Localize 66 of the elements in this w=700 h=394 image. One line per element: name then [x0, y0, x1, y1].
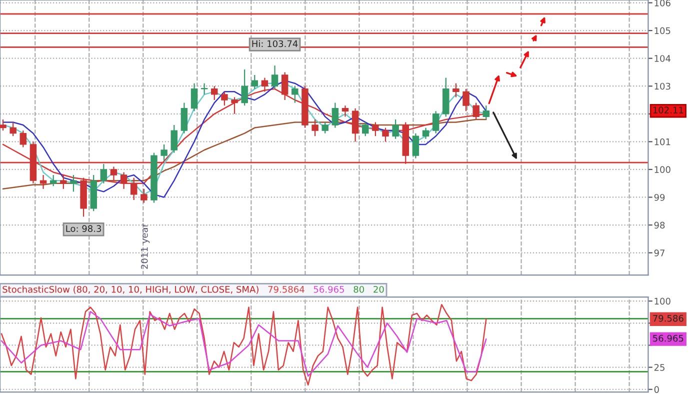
- candlestick: [231, 96, 238, 114]
- candlestick: [452, 82, 460, 98]
- candlestick: [180, 102, 188, 134]
- candlestick: [382, 127, 389, 142]
- candlestick: [392, 118, 399, 140]
- y-tick-label: 101: [654, 138, 670, 146]
- line-series: [0, 311, 487, 377]
- y-tick-label: 98: [654, 222, 665, 229]
- candlestick: [190, 82, 198, 112]
- candlestick: [312, 118, 318, 137]
- y-tick-label: 104: [654, 55, 670, 62]
- ref-line-label: 80: [354, 286, 364, 293]
- candlestick: [482, 105, 490, 120]
- candlestick: [261, 77, 268, 92]
- y-tick-label: 97: [654, 250, 664, 256]
- candlestick: [40, 174, 47, 190]
- candlestick: [100, 163, 108, 184]
- annotation: Hi: 103.74: [252, 40, 298, 48]
- candlestick: [140, 188, 148, 204]
- candlestick: [10, 122, 16, 137]
- chart-title: StochasticSlow (80, 20, 10, 10, HIGH, LOW, CLOSE, SMA): [2, 286, 258, 294]
- y-tick-label: 99: [654, 194, 665, 201]
- candlestick: [372, 122, 379, 137]
- candlestick: [432, 110, 440, 134]
- text: 56.965: [314, 286, 344, 293]
- candlestick: [130, 177, 138, 201]
- candlestick: [211, 86, 218, 101]
- text: 79.586: [653, 314, 684, 322]
- line-series: [0, 304, 487, 386]
- y-tick-label: 105: [654, 27, 670, 34]
- candlestick: [332, 102, 339, 128]
- y-tick-label: 103: [654, 82, 670, 90]
- y-tick-label: 0: [654, 386, 659, 393]
- candlestick: [271, 65, 278, 90]
- y-tick-label: 25: [654, 364, 664, 371]
- candlestick: [322, 122, 328, 134]
- candlestick: [292, 86, 298, 104]
- annotation: 2011 year: [140, 224, 150, 269]
- candlestick: [0, 118, 6, 132]
- candlestick: [50, 174, 57, 187]
- candlestick: [352, 108, 359, 142]
- candlestick: [120, 172, 128, 190]
- candlestick: [241, 68, 248, 106]
- text: 79.5864: [268, 286, 304, 293]
- text: 56.965: [653, 334, 684, 342]
- candlestick: [221, 91, 228, 106]
- candlestick: [412, 132, 420, 159]
- candlestick: [342, 105, 349, 118]
- annotation: Lo: 98.3: [66, 225, 102, 232]
- text: 102.11: [653, 106, 684, 114]
- candlestick: [20, 130, 27, 148]
- candlestick: [70, 174, 77, 192]
- candlestick: [110, 166, 118, 182]
- y-tick-label: 100: [654, 298, 670, 305]
- candlestick: [472, 102, 480, 120]
- candlestick: [251, 74, 258, 90]
- candlestick: [170, 124, 178, 154]
- candlestick: [422, 127, 430, 140]
- candlestick: [60, 174, 67, 190]
- ref-line-label: 20: [374, 286, 384, 293]
- candlestick: [160, 144, 168, 162]
- candlestick: [281, 72, 288, 101]
- y-tick-label: 100: [654, 166, 670, 174]
- y-tick-label: 106: [654, 0, 670, 6]
- candlestick: [362, 122, 369, 137]
- candlestick: [462, 88, 470, 112]
